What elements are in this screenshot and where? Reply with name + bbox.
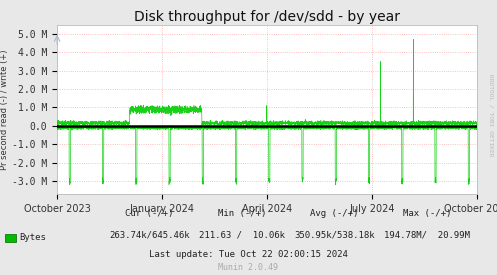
Y-axis label: Pr second read (-) / write (+): Pr second read (-) / write (+) bbox=[0, 49, 9, 170]
Title: Disk throughput for /dev/sdd - by year: Disk throughput for /dev/sdd - by year bbox=[134, 10, 400, 24]
Text: 211.63 /  10.06k: 211.63 / 10.06k bbox=[199, 231, 285, 240]
Text: RRDTOOL / TOBI OETIKER: RRDTOOL / TOBI OETIKER bbox=[489, 74, 494, 157]
Text: Munin 2.0.49: Munin 2.0.49 bbox=[219, 263, 278, 272]
Text: Max (-/+): Max (-/+) bbox=[403, 209, 451, 218]
Text: Cur (-/+): Cur (-/+) bbox=[125, 209, 174, 218]
Text: Last update: Tue Oct 22 02:00:15 2024: Last update: Tue Oct 22 02:00:15 2024 bbox=[149, 250, 348, 259]
Text: 350.95k/538.18k: 350.95k/538.18k bbox=[294, 231, 375, 240]
Text: 194.78M/  20.99M: 194.78M/ 20.99M bbox=[384, 231, 470, 240]
Text: 263.74k/645.46k: 263.74k/645.46k bbox=[109, 231, 190, 240]
Text: Bytes: Bytes bbox=[19, 233, 46, 242]
Text: Avg (-/+): Avg (-/+) bbox=[310, 209, 358, 218]
Text: Min (-/+): Min (-/+) bbox=[218, 209, 266, 218]
